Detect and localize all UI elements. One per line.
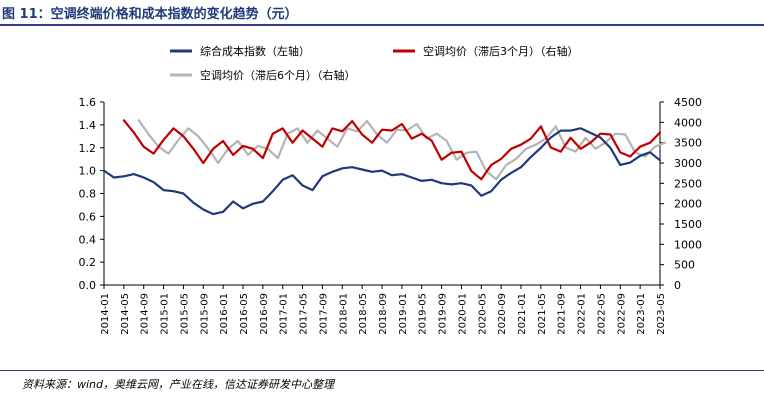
- x-tick-label: 2014-01: [100, 293, 111, 335]
- x-tick-label: 2022-05: [596, 293, 607, 335]
- x-tick-label: 2015-01: [160, 293, 171, 335]
- x-tick-label: 2017-01: [279, 293, 290, 335]
- line-chart: 综合成本指数（左轴） 空调均价（滞后3个月）（右轴） 空调均价（滞后6个月）（右轴）…: [79, 44, 703, 335]
- x-tick-label: 2019-05: [418, 293, 429, 335]
- chart-series: [102, 119, 667, 216]
- x-tick-label: 2021-01: [517, 293, 528, 335]
- x-tick-label: 2015-05: [179, 293, 190, 335]
- source-note: 资料来源：wind，奥维云网，产业在线，信达证券研发中心整理: [22, 378, 335, 391]
- x-tick-label: 2023-01: [636, 293, 647, 335]
- x-tick-label: 2016-05: [239, 293, 250, 335]
- x-tick-label: 2020-09: [497, 293, 508, 335]
- y-right-tick-label: 2500: [674, 177, 702, 190]
- y-right-tick-label: 1500: [674, 218, 702, 231]
- x-tick-label: 2020-01: [457, 293, 468, 335]
- x-tick-label: 2014-05: [120, 293, 131, 335]
- figure-title: 图 11：空调终端价格和成本指数的变化趋势（元）: [2, 7, 298, 22]
- legend-label-3: 空调均价（滞后6个月）（右轴）: [200, 68, 356, 82]
- x-tick-label: 2023-05: [656, 293, 667, 335]
- figure-title-bar: 图 11：空调终端价格和成本指数的变化趋势（元）: [0, 0, 764, 26]
- y-left-tick-label: 1.6: [79, 96, 97, 109]
- legend-label-1: 综合成本指数（左轴）: [200, 44, 310, 58]
- y-right-tick-label: 0: [674, 279, 681, 292]
- x-tick-label: 2020-05: [477, 293, 488, 335]
- y-left-tick-label: 1.4: [79, 119, 97, 132]
- x-tick-label: 2014-09: [140, 293, 151, 335]
- x-tick-label: 2015-09: [199, 293, 210, 335]
- x-tick-label: 2016-09: [259, 293, 270, 335]
- x-tick-label: 2018-09: [378, 293, 389, 335]
- x-tick-label: 2022-09: [616, 293, 627, 335]
- y-right-tick-label: 500: [674, 259, 695, 272]
- x-tick-label: 2021-09: [557, 293, 568, 335]
- x-tick-label: 2018-01: [338, 293, 349, 335]
- x-tick-label: 2017-05: [299, 293, 310, 335]
- source-bar: 资料来源：wind，奥维云网，产业在线，信达证券研发中心整理: [0, 370, 764, 402]
- x-tick-label: 2019-01: [398, 293, 409, 335]
- series-line-3: [137, 119, 667, 181]
- y-right-tick-label: 4000: [674, 116, 702, 129]
- chart-axes: 0.0 0.2 0.4 0.6 0.8 1.0 1.2 1.4 1.6 0 500 1000 1500 2…: [79, 96, 703, 335]
- series-line-2: [122, 119, 662, 181]
- x-tick-label: 2018-05: [358, 293, 369, 335]
- y-left-tick-label: 1.2: [79, 142, 97, 155]
- y-right-tick-label: 1000: [674, 238, 702, 251]
- series-line-1: [102, 127, 662, 216]
- y-left-tick-label: 0.8: [79, 188, 97, 201]
- y-left-tick-label: 0.4: [79, 233, 97, 246]
- y-right-tick-label: 4500: [674, 96, 702, 109]
- y-left-tick-label: 1.0: [79, 165, 97, 178]
- x-tick-label: 2016-01: [219, 293, 230, 335]
- x-tick-label: 2019-09: [438, 293, 449, 335]
- y-left-tick-label: 0.6: [79, 210, 97, 223]
- legend-label-2: 空调均价（滞后3个月）（右轴）: [423, 44, 579, 58]
- y-right-tick-label: 2000: [674, 198, 702, 211]
- y-left-tick-label: 0.0: [79, 279, 97, 292]
- chart-legend: 综合成本指数（左轴） 空调均价（滞后3个月）（右轴） 空调均价（滞后6个月）（右轴）: [170, 44, 579, 82]
- y-right-tick-label: 3000: [674, 157, 702, 170]
- x-tick-label: 2022-01: [577, 293, 588, 335]
- y-left-tick-label: 0.2: [79, 256, 97, 269]
- y-right-tick-label: 3500: [674, 137, 702, 150]
- x-tick-label: 2017-09: [318, 293, 329, 335]
- x-tick-label: 2021-05: [537, 293, 548, 335]
